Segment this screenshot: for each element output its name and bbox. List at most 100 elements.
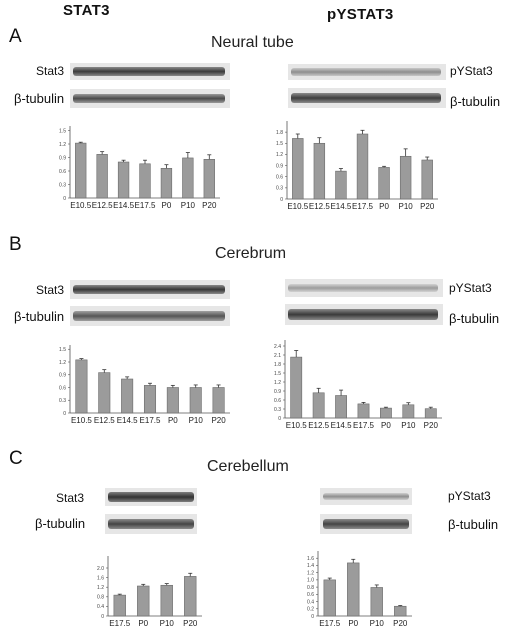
y-tick-label: 1.2	[59, 142, 66, 148]
x-tick-label: E17.5	[109, 619, 130, 628]
y-tick-label: 0.4	[97, 604, 104, 610]
western-blot-tubulin-a-left	[70, 89, 230, 108]
blot-label-tubulin-a-right: β-tubulin	[450, 94, 501, 109]
bar-E17.5	[323, 579, 336, 617]
panel-title-cerebellum: Cerebellum	[207, 458, 289, 475]
x-tick-label: P10	[399, 202, 414, 211]
y-tick-label: 0.2	[307, 607, 314, 613]
blot-band	[323, 493, 409, 500]
y-tick-label: 0.4	[307, 599, 314, 605]
blot-label-tubulin-a-left: β-tubulin	[14, 91, 65, 106]
x-tick-label: E10.5	[286, 421, 307, 430]
x-tick-label: P20	[393, 619, 408, 628]
western-blot-stat3-a	[70, 63, 230, 80]
blot-label-pystat3-a: pYStat3	[450, 64, 493, 78]
blot-band	[288, 284, 438, 292]
y-tick-label: 0.8	[307, 585, 314, 591]
x-tick-label: E12.5	[92, 201, 113, 210]
y-tick-label: 0	[278, 416, 281, 422]
x-tick-label: E12.5	[308, 421, 329, 430]
y-tick-label: 0.3	[274, 407, 281, 413]
x-tick-label: P10	[401, 421, 416, 430]
bar-P10	[370, 587, 383, 617]
y-tick-label: 0	[311, 614, 314, 620]
blot-label-tubulin-b-left: β-tubulin	[14, 309, 65, 324]
blot-band	[288, 309, 438, 320]
blot-label-tubulin-c-right: β-tubulin	[448, 517, 499, 532]
x-tick-label: P20	[202, 201, 217, 210]
panel-letter-c: C	[9, 448, 23, 469]
blot-label-stat3-b: Stat3	[36, 283, 65, 297]
blot-band	[73, 311, 225, 321]
y-tick-label: 1.2	[59, 360, 66, 366]
western-blot-pystat3-a	[288, 64, 446, 80]
x-tick-label: P10	[189, 416, 204, 425]
x-tick-label: E12.5	[309, 202, 330, 211]
y-tick-label: 0.3	[276, 186, 283, 192]
x-tick-label: P10	[181, 201, 196, 210]
x-tick-label: E17.5	[352, 202, 373, 211]
blot-band	[291, 68, 441, 76]
western-blot-pystat3-b	[285, 279, 443, 297]
western-blot-stat3-c	[105, 488, 197, 506]
western-blot-tubulin-b-left	[70, 306, 230, 326]
x-tick-label: P10	[160, 619, 175, 628]
y-tick-label: 1.2	[274, 380, 281, 386]
y-tick-label: 1.0	[307, 578, 314, 584]
x-tick-label: P0	[168, 416, 178, 425]
y-tick-label: 2.1	[274, 353, 281, 359]
x-tick-label: E10.5	[71, 416, 92, 425]
x-tick-label: P0	[379, 202, 389, 211]
y-tick-label: 0.6	[307, 592, 314, 598]
y-tick-label: 0.6	[274, 398, 281, 404]
y-tick-label: 1.5	[276, 141, 283, 147]
blot-band	[108, 492, 194, 502]
x-tick-label: P0	[138, 619, 148, 628]
x-tick-label: E17.5	[353, 421, 374, 430]
x-tick-label: E10.5	[287, 202, 308, 211]
blot-band	[323, 519, 409, 529]
blot-label-stat3-c: Stat3	[56, 491, 85, 505]
x-tick-label: E17.5	[135, 201, 156, 210]
x-tick-label: E14.5	[113, 201, 134, 210]
panel-letter-a: A	[9, 26, 22, 47]
panel-title-cerebrum: Cerebrum	[215, 245, 287, 262]
x-tick-label: P20	[424, 421, 439, 430]
x-tick-label: P20	[183, 619, 198, 628]
y-tick-label: 0.6	[59, 385, 66, 391]
x-tick-label: P10	[370, 619, 385, 628]
y-tick-label: 1.5	[274, 371, 281, 377]
y-tick-label: 0.3	[59, 182, 66, 188]
y-tick-label: 1.2	[276, 152, 283, 158]
y-tick-label: 2.0	[97, 566, 104, 572]
y-tick-label: 1.5	[59, 347, 66, 353]
blot-band	[73, 67, 225, 76]
bar-P20	[394, 605, 407, 617]
blot-band	[108, 519, 194, 529]
panel-title-neural-tube: Neural tube	[211, 34, 294, 51]
column-header-stat3: STAT3	[63, 2, 110, 19]
y-tick-label: 1.6	[307, 556, 314, 562]
x-tick-label: E14.5	[117, 416, 138, 425]
blot-label-tubulin-c-left: β-tubulin	[35, 516, 86, 531]
x-tick-label: P0	[162, 201, 172, 210]
western-blot-tubulin-a-right	[288, 88, 446, 108]
y-tick-label: 1.5	[59, 128, 66, 134]
western-blot-tubulin-c-left	[105, 514, 197, 534]
y-tick-label: 0.9	[59, 373, 66, 379]
blot-label-stat3-a: Stat3	[36, 64, 65, 78]
x-tick-label: E14.5	[330, 202, 351, 211]
y-tick-label: 1.6	[97, 575, 104, 581]
y-tick-label: 0.8	[97, 595, 104, 601]
blot-band	[73, 94, 225, 103]
y-tick-label: 2.4	[274, 344, 281, 350]
blot-band	[73, 285, 225, 294]
y-tick-label: 0	[280, 197, 283, 203]
y-tick-label: 0.9	[276, 163, 283, 169]
y-tick-label: 0.6	[276, 175, 283, 181]
